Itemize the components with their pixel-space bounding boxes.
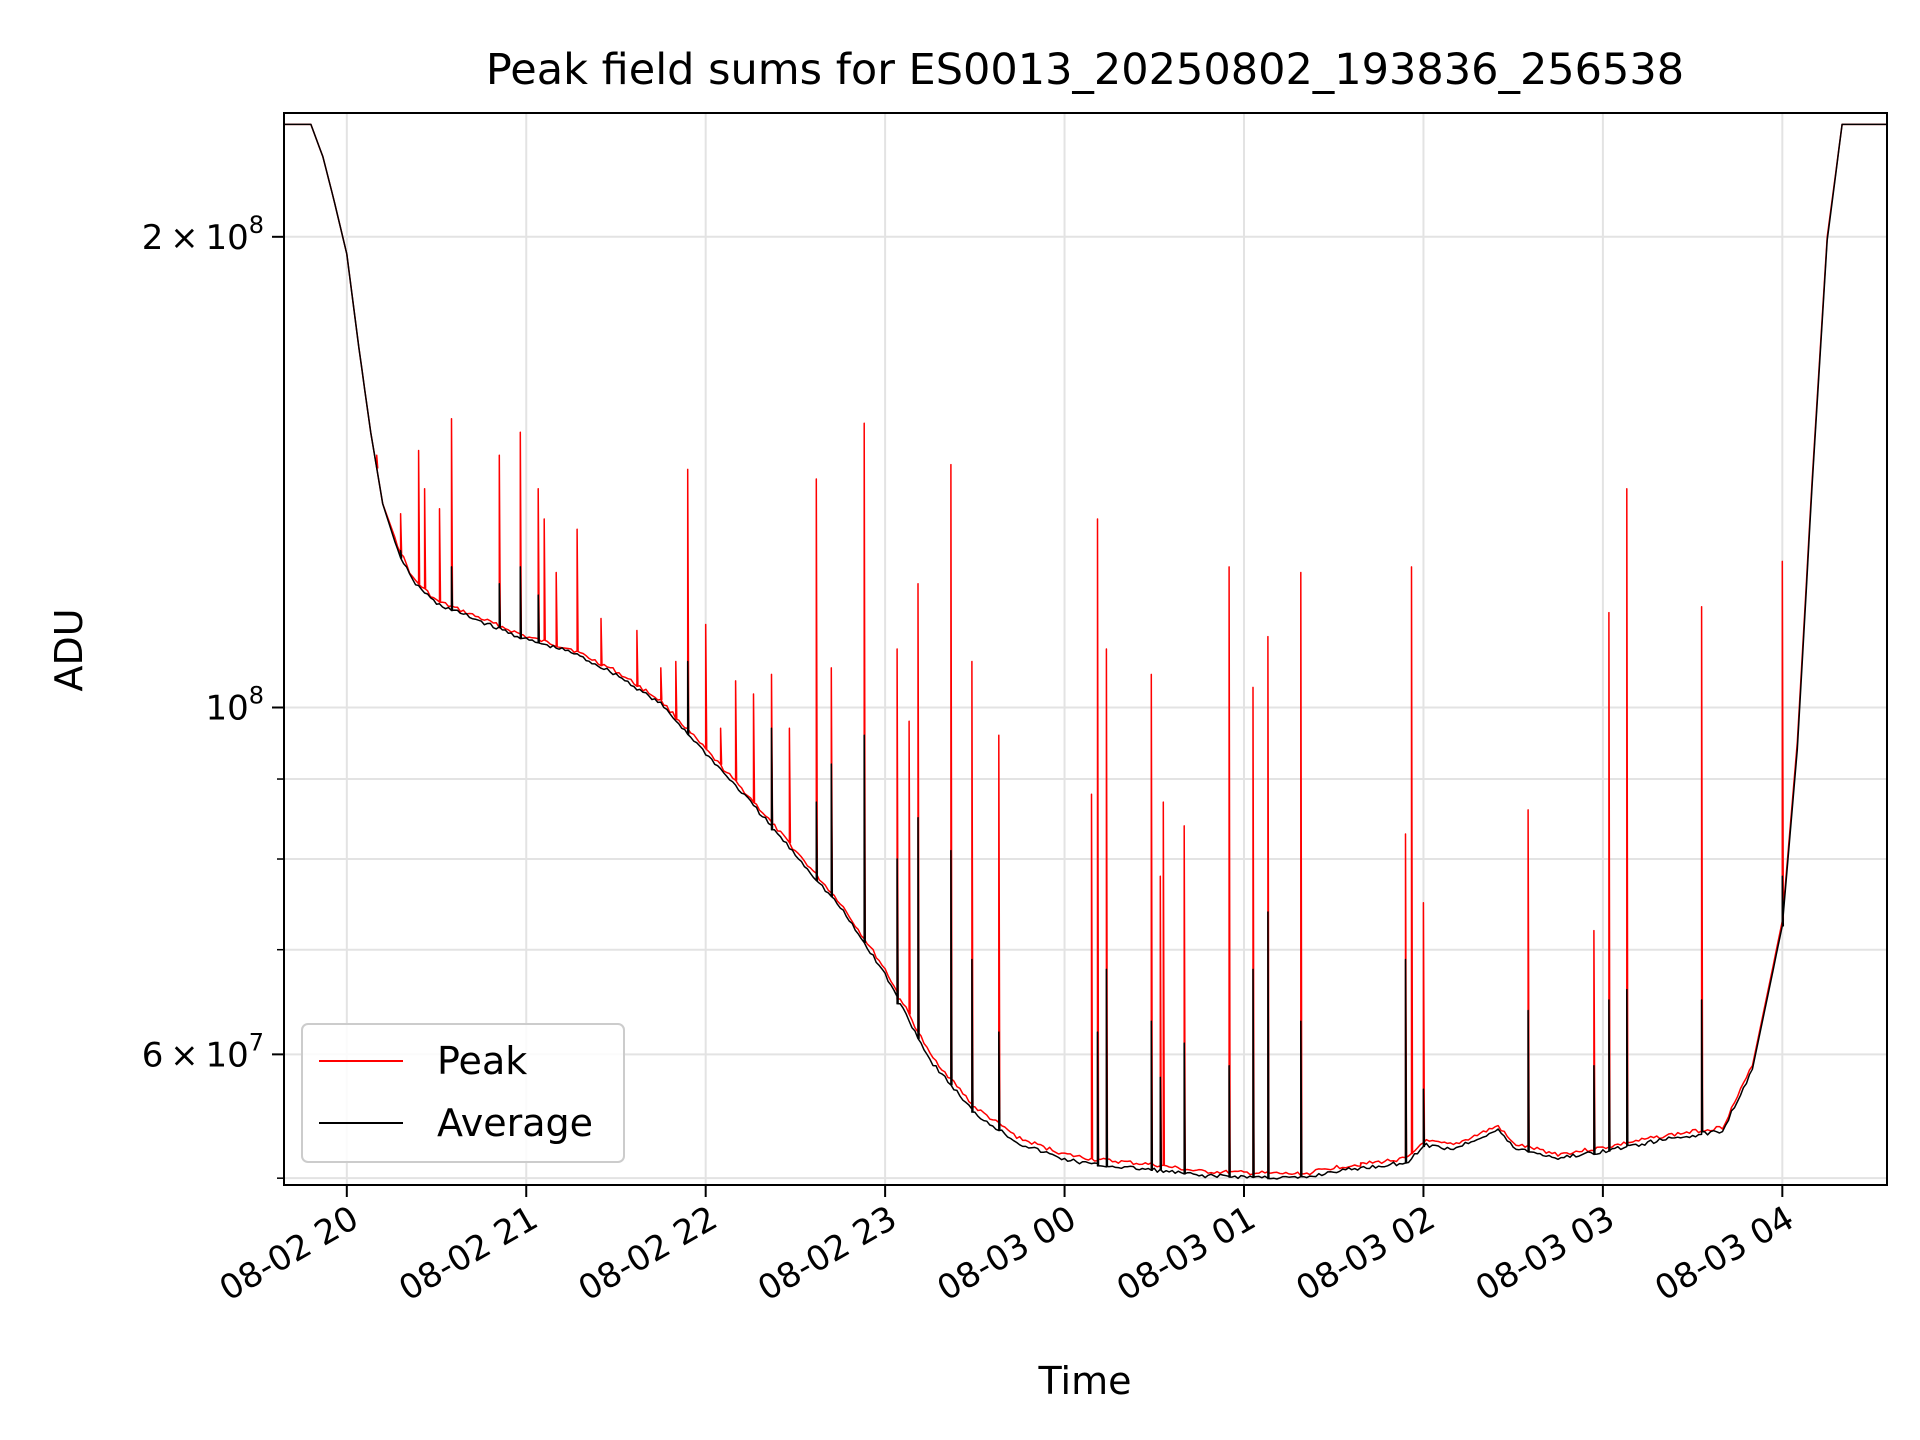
axes-frame: [283, 112, 1888, 1186]
legend-box: [301, 1023, 625, 1163]
legend-label-peak: Peak: [437, 1039, 527, 1083]
y-tick-label: 2 × 108: [142, 211, 264, 258]
chart-title: Peak field sums for ES0013_20250802_1938…: [486, 45, 1684, 95]
plot-area: [284, 123, 1887, 1180]
series-line-peak: [284, 123, 1887, 1177]
x-axis-label: Time: [1038, 1359, 1132, 1403]
y-axis: 2 × 108 108 6 × 107: [142, 211, 284, 1179]
legend: Peak Average: [301, 1023, 625, 1163]
y-tick-label: 108: [205, 681, 264, 728]
legend-label-average: Average: [437, 1101, 593, 1145]
grid: [284, 113, 1887, 1185]
y-tick-label: 6 × 107: [142, 1028, 264, 1075]
series-line-average: [284, 123, 1887, 1180]
y-axis-label: ADU: [47, 608, 91, 691]
